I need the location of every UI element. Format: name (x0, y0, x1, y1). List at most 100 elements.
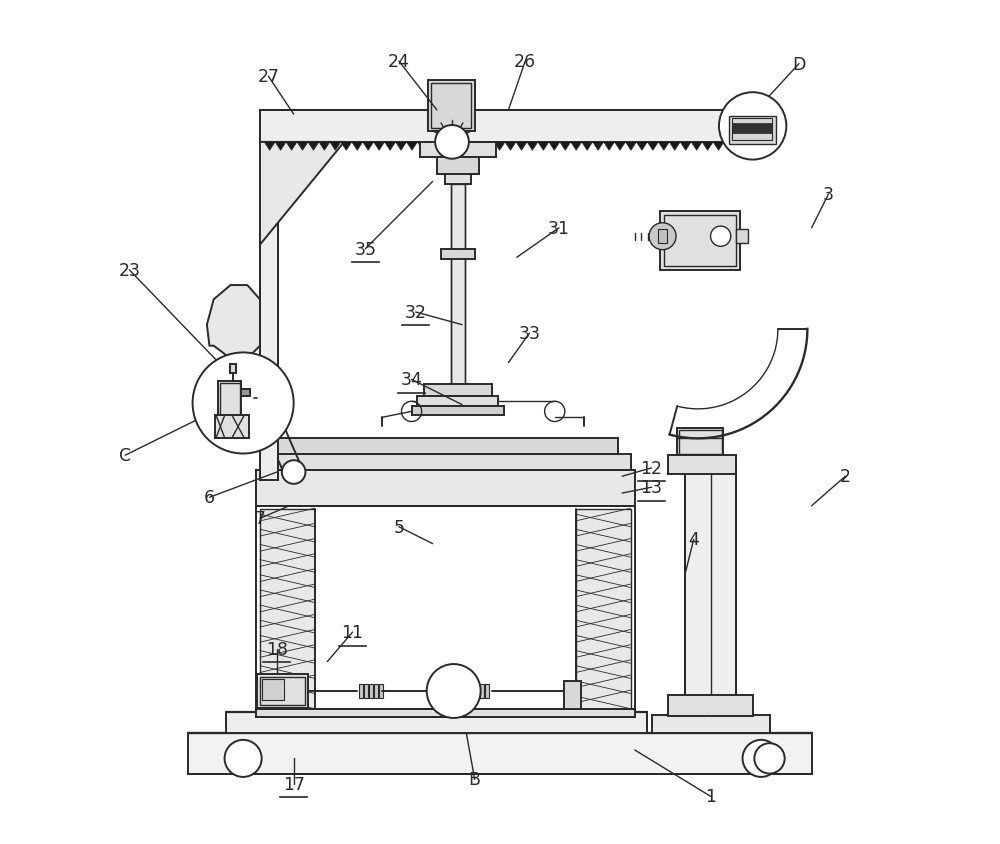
Bar (233, 749, 253, 769)
Bar (256, 709, 635, 717)
Bar (315, 510, 576, 709)
Polygon shape (538, 143, 549, 151)
Circle shape (649, 224, 676, 251)
Polygon shape (505, 143, 516, 151)
Bar (652, 715, 770, 733)
Polygon shape (615, 143, 625, 151)
Bar (445, 175, 471, 185)
Bar (732, 123, 772, 134)
Polygon shape (472, 143, 483, 151)
Bar (417, 397, 498, 407)
Polygon shape (275, 143, 286, 151)
Circle shape (193, 353, 294, 454)
Bar (364, 684, 368, 698)
Bar (677, 429, 723, 456)
Text: 6: 6 (204, 489, 215, 506)
Bar (420, 143, 496, 158)
Text: 24: 24 (388, 53, 410, 71)
Text: 27: 27 (257, 68, 279, 86)
Polygon shape (636, 143, 647, 151)
Bar (465, 684, 469, 698)
Polygon shape (450, 143, 461, 151)
Text: 13: 13 (641, 479, 663, 496)
Bar (215, 415, 249, 439)
Bar (260, 111, 740, 143)
Text: 35: 35 (354, 241, 376, 258)
Circle shape (754, 744, 785, 774)
Bar (188, 733, 812, 774)
Polygon shape (417, 143, 428, 151)
Text: B: B (469, 771, 481, 788)
Bar (241, 390, 250, 397)
Bar (660, 212, 740, 271)
Bar (441, 250, 475, 260)
Text: 12: 12 (641, 459, 663, 477)
Polygon shape (483, 143, 494, 151)
Text: 31: 31 (548, 219, 570, 237)
Bar (664, 216, 736, 267)
Bar (564, 681, 581, 709)
Polygon shape (713, 143, 724, 151)
Bar (220, 383, 240, 418)
Circle shape (225, 740, 262, 777)
Text: 26: 26 (514, 53, 536, 71)
Circle shape (427, 664, 481, 718)
Polygon shape (560, 143, 571, 151)
Polygon shape (593, 143, 604, 151)
Bar (379, 684, 383, 698)
Polygon shape (308, 143, 319, 151)
Polygon shape (286, 143, 297, 151)
Polygon shape (494, 143, 505, 151)
Bar (273, 439, 618, 454)
Bar (576, 510, 631, 709)
Bar (732, 119, 772, 141)
Bar (369, 684, 373, 698)
Bar (668, 456, 736, 474)
Bar (424, 384, 492, 397)
Polygon shape (207, 286, 262, 359)
Bar (475, 684, 479, 698)
Bar (260, 510, 315, 709)
Text: 3: 3 (823, 186, 834, 204)
Circle shape (743, 740, 780, 777)
Bar (218, 381, 241, 419)
Bar (257, 674, 308, 708)
Polygon shape (352, 143, 363, 151)
Polygon shape (549, 143, 560, 151)
Text: 34: 34 (401, 371, 423, 389)
Polygon shape (439, 143, 450, 151)
Bar (470, 684, 474, 698)
Bar (431, 84, 471, 129)
Polygon shape (571, 143, 582, 151)
Polygon shape (297, 143, 308, 151)
Text: 4: 4 (688, 531, 699, 549)
Bar (729, 116, 776, 145)
Polygon shape (385, 143, 396, 151)
Bar (260, 115, 278, 481)
Text: 11: 11 (342, 624, 364, 641)
Polygon shape (516, 143, 527, 151)
Polygon shape (374, 143, 385, 151)
Bar (428, 81, 475, 132)
Bar (412, 407, 504, 415)
Bar (374, 684, 378, 698)
Text: C: C (119, 446, 131, 465)
Circle shape (711, 227, 731, 247)
Bar (685, 473, 736, 717)
Polygon shape (735, 143, 746, 151)
Bar (480, 684, 484, 698)
Bar (230, 365, 236, 373)
Polygon shape (260, 143, 344, 246)
Bar (668, 695, 753, 717)
Bar (437, 158, 479, 175)
Polygon shape (582, 143, 593, 151)
Polygon shape (363, 143, 374, 151)
Bar (260, 677, 305, 706)
Polygon shape (658, 143, 669, 151)
Text: D: D (792, 56, 806, 73)
Text: 7: 7 (254, 510, 265, 528)
Text: 18: 18 (266, 640, 288, 658)
Bar (751, 749, 771, 769)
Polygon shape (625, 143, 636, 151)
Polygon shape (724, 143, 735, 151)
